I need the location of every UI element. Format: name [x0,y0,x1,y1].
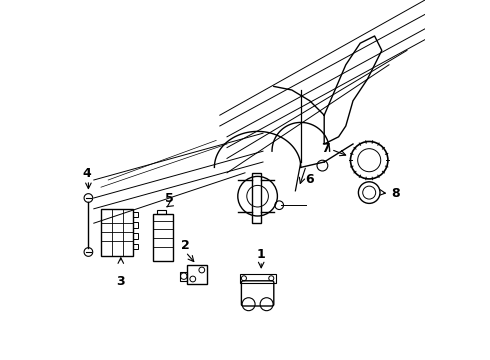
Text: 2: 2 [181,239,190,252]
Wedge shape [84,194,93,202]
Text: 3: 3 [117,275,125,288]
Bar [101,209,133,256]
Bar [157,210,166,214]
Bar [133,244,138,249]
Bar [240,274,275,283]
Bar [180,272,187,281]
Wedge shape [84,248,93,256]
Text: 1: 1 [257,248,266,261]
Bar [153,214,173,261]
Bar [133,233,138,239]
Bar [187,265,207,284]
Text: 5: 5 [165,192,174,205]
Bar [252,173,261,223]
Bar [133,222,138,228]
Text: 8: 8 [391,187,399,200]
Bar [133,212,138,217]
Text: 4: 4 [82,167,91,180]
Text: 7: 7 [321,142,330,155]
Text: 6: 6 [305,173,314,186]
